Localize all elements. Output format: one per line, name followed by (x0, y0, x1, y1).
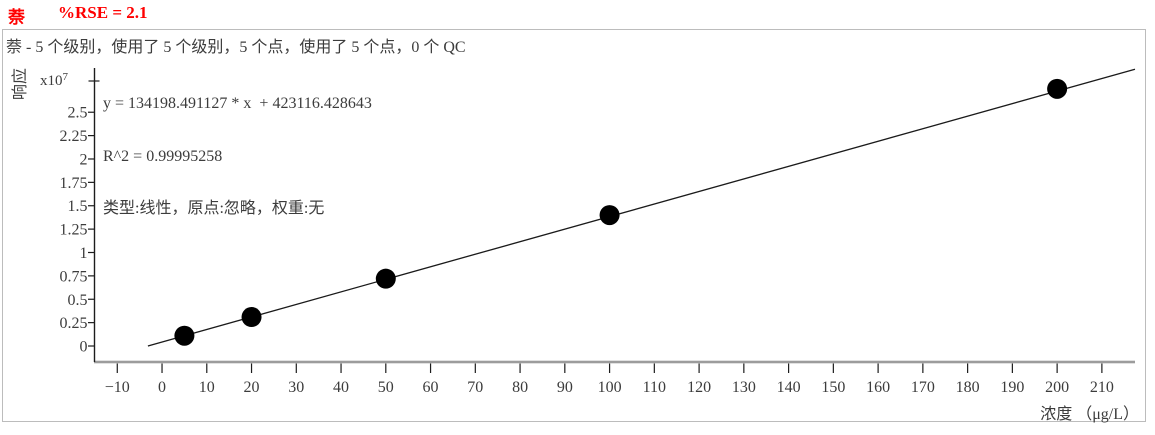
x-tick-label: 200 (1045, 379, 1069, 396)
fit-model: 类型:线性，原点:忽略，权重:无 (103, 200, 325, 217)
y-tick-label: 0 (80, 339, 88, 356)
compound-name: 萘 (8, 8, 25, 27)
fit-equation: y = 134198.491127 * x + 423116.428643 (103, 95, 372, 112)
x-tick-label: 30 (288, 379, 304, 396)
x-tick-label: 0 (158, 379, 166, 396)
x-tick-label: 150 (821, 379, 845, 396)
x-tick-label: −10 (105, 379, 130, 396)
y-tick-label: 0.75 (60, 268, 88, 285)
x-tick-label: 70 (467, 379, 483, 396)
y-axis-scale-factor: x107 (40, 71, 68, 90)
fit-r-squared: R^2 = 0.99995258 (103, 147, 223, 165)
y-tick-label: 0.25 (60, 315, 88, 332)
y-scale-base: x10 (40, 73, 63, 89)
y-tick-label: 1 (80, 245, 88, 262)
x-tick-label: 120 (687, 379, 711, 396)
calibration-point[interactable] (241, 307, 262, 328)
x-tick-label: 160 (866, 379, 890, 396)
y-tick-label: 1.5 (68, 198, 88, 215)
y-tick-label: 2.5 (68, 105, 88, 122)
x-tick-label: 90 (557, 379, 573, 396)
x-tick-label: 110 (643, 379, 666, 396)
x-tick-label: 130 (732, 379, 756, 396)
curve-fit-panel[interactable] (2, 29, 1146, 422)
x-tick-label: 20 (244, 379, 260, 396)
x-tick-label: 80 (512, 379, 528, 396)
x-axis-line (94, 360, 1135, 364)
x-tick-label: 100 (598, 379, 622, 396)
rse-value: %RSE = 2.1 (58, 3, 148, 22)
x-tick-label: 50 (378, 379, 394, 396)
x-tick-label: 60 (423, 379, 439, 396)
x-tick-label: 190 (1000, 379, 1024, 396)
y-tick-label: 0.5 (68, 292, 88, 309)
y-tick-label: 1.25 (60, 222, 88, 239)
x-tick-label: 140 (777, 379, 801, 396)
x-tick-label: 10 (199, 379, 215, 396)
calibration-point[interactable] (375, 268, 396, 289)
y-tick-label: 1.75 (60, 175, 88, 192)
calibration-point[interactable] (1047, 78, 1068, 99)
calibration-point[interactable] (599, 205, 620, 226)
x-tick-label: 170 (911, 379, 935, 396)
calibration-point[interactable] (174, 325, 195, 346)
x-axis-title: 浓度 （μg/L） (1040, 406, 1139, 423)
y-tick-label: 2.25 (60, 128, 88, 145)
y-tick-label: 2 (80, 151, 88, 168)
regression-line (147, 68, 1136, 347)
levels-summary: 萘 - 5 个级别，使用了 5 个级别，5 个点，使用了 5 个点，0 个 QC (6, 39, 466, 56)
panel-title: 萘 %RSE = 2.1 (8, 3, 148, 28)
x-tick-label: 210 (1090, 379, 1114, 396)
fit-annotation: y = 134198.491127 * x + 423116.428643 R^… (103, 60, 372, 253)
x-tick-label: 180 (956, 379, 980, 396)
y-axis-title: 响应 (12, 68, 29, 101)
x-tick-label: 40 (333, 379, 349, 396)
y-scale-exponent: 7 (62, 71, 69, 83)
